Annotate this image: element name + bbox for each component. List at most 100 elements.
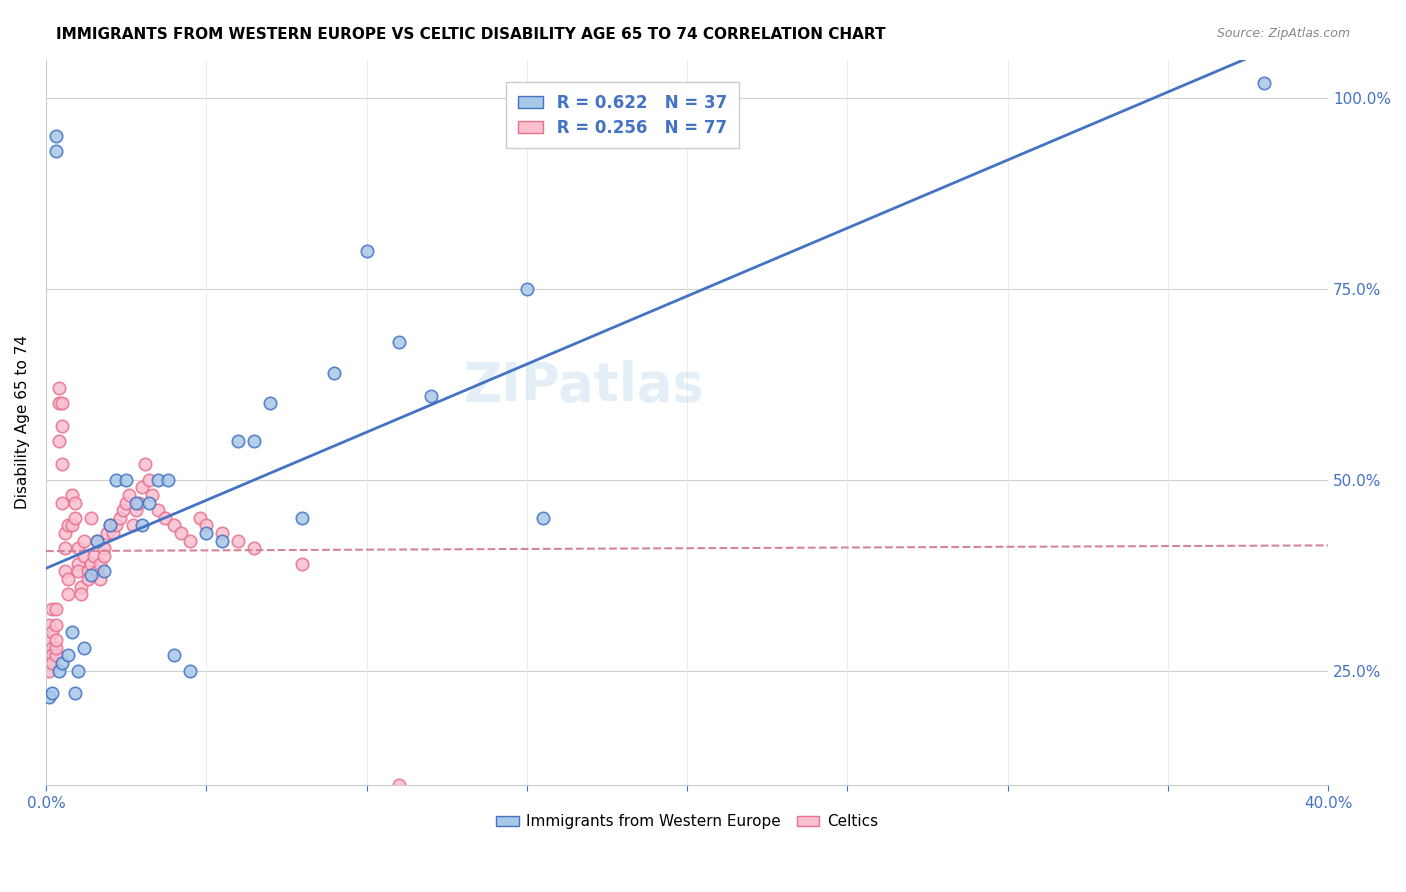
Point	[93, 549, 115, 563]
Point	[243, 434, 266, 449]
Point	[211, 533, 233, 548]
Point	[356, 244, 378, 258]
Point	[211, 526, 233, 541]
Point	[531, 510, 554, 524]
Point	[76, 564, 98, 578]
Point	[138, 473, 160, 487]
Point	[58, 587, 80, 601]
Point	[45, 602, 67, 616]
Point	[226, 533, 249, 548]
Point	[80, 568, 103, 582]
Point	[83, 549, 105, 563]
Point	[45, 128, 67, 143]
Point	[41, 656, 63, 670]
Point	[51, 656, 73, 670]
Point	[121, 518, 143, 533]
Point	[93, 541, 115, 556]
Point	[131, 518, 153, 533]
Point	[38, 632, 60, 647]
Point	[51, 419, 73, 434]
Point	[89, 572, 111, 586]
Point	[226, 434, 249, 449]
Point	[516, 282, 538, 296]
Point	[115, 473, 138, 487]
Point	[179, 533, 201, 548]
Point	[179, 664, 201, 678]
Point	[118, 488, 141, 502]
Point	[41, 648, 63, 663]
Point	[146, 473, 169, 487]
Point	[45, 617, 67, 632]
Point	[138, 495, 160, 509]
Point	[195, 518, 218, 533]
Point	[63, 495, 86, 509]
Point	[73, 533, 96, 548]
Point	[98, 518, 121, 533]
Point	[93, 564, 115, 578]
Point	[105, 518, 128, 533]
Point	[98, 518, 121, 533]
Point	[63, 510, 86, 524]
Point	[188, 510, 211, 524]
Point	[80, 510, 103, 524]
Point	[60, 625, 83, 640]
Point	[51, 396, 73, 410]
Text: IMMIGRANTS FROM WESTERN EUROPE VS CELTIC DISABILITY AGE 65 TO 74 CORRELATION CHA: IMMIGRANTS FROM WESTERN EUROPE VS CELTIC…	[56, 27, 886, 42]
Point	[243, 541, 266, 556]
Point	[58, 518, 80, 533]
Point	[45, 145, 67, 159]
Point	[76, 572, 98, 586]
Point	[53, 541, 76, 556]
Point	[419, 389, 441, 403]
Point	[111, 503, 134, 517]
Point	[38, 656, 60, 670]
Point	[48, 381, 70, 395]
Point	[51, 495, 73, 509]
Point	[48, 434, 70, 449]
Point	[48, 664, 70, 678]
Point	[387, 335, 409, 350]
Point	[60, 518, 83, 533]
Point	[41, 686, 63, 700]
Point	[73, 640, 96, 655]
Text: Source: ZipAtlas.com: Source: ZipAtlas.com	[1216, 27, 1350, 40]
Point	[105, 473, 128, 487]
Point	[291, 557, 314, 571]
Point	[66, 664, 89, 678]
Point	[163, 648, 186, 663]
Point	[169, 526, 191, 541]
Point	[80, 557, 103, 571]
Point	[53, 526, 76, 541]
Point	[45, 648, 67, 663]
Y-axis label: Disability Age 65 to 74: Disability Age 65 to 74	[15, 335, 30, 509]
Point	[291, 510, 314, 524]
Point	[38, 664, 60, 678]
Point	[103, 526, 125, 541]
Legend: Immigrants from Western Europe, Celtics: Immigrants from Western Europe, Celtics	[489, 808, 884, 836]
Point	[86, 564, 108, 578]
Point	[96, 526, 118, 541]
Point	[134, 458, 156, 472]
Point	[58, 572, 80, 586]
Point	[51, 458, 73, 472]
Point	[259, 396, 281, 410]
Point	[41, 640, 63, 655]
Point	[323, 366, 346, 380]
Point	[66, 541, 89, 556]
Point	[131, 480, 153, 494]
Point	[70, 587, 93, 601]
Point	[73, 549, 96, 563]
Point	[66, 564, 89, 578]
Point	[141, 488, 163, 502]
Point	[163, 518, 186, 533]
Point	[86, 533, 108, 548]
Point	[387, 778, 409, 792]
Point	[125, 495, 148, 509]
Point	[41, 602, 63, 616]
Point	[60, 488, 83, 502]
Point	[108, 510, 131, 524]
Point	[89, 557, 111, 571]
Point	[41, 625, 63, 640]
Point	[86, 533, 108, 548]
Point	[128, 495, 150, 509]
